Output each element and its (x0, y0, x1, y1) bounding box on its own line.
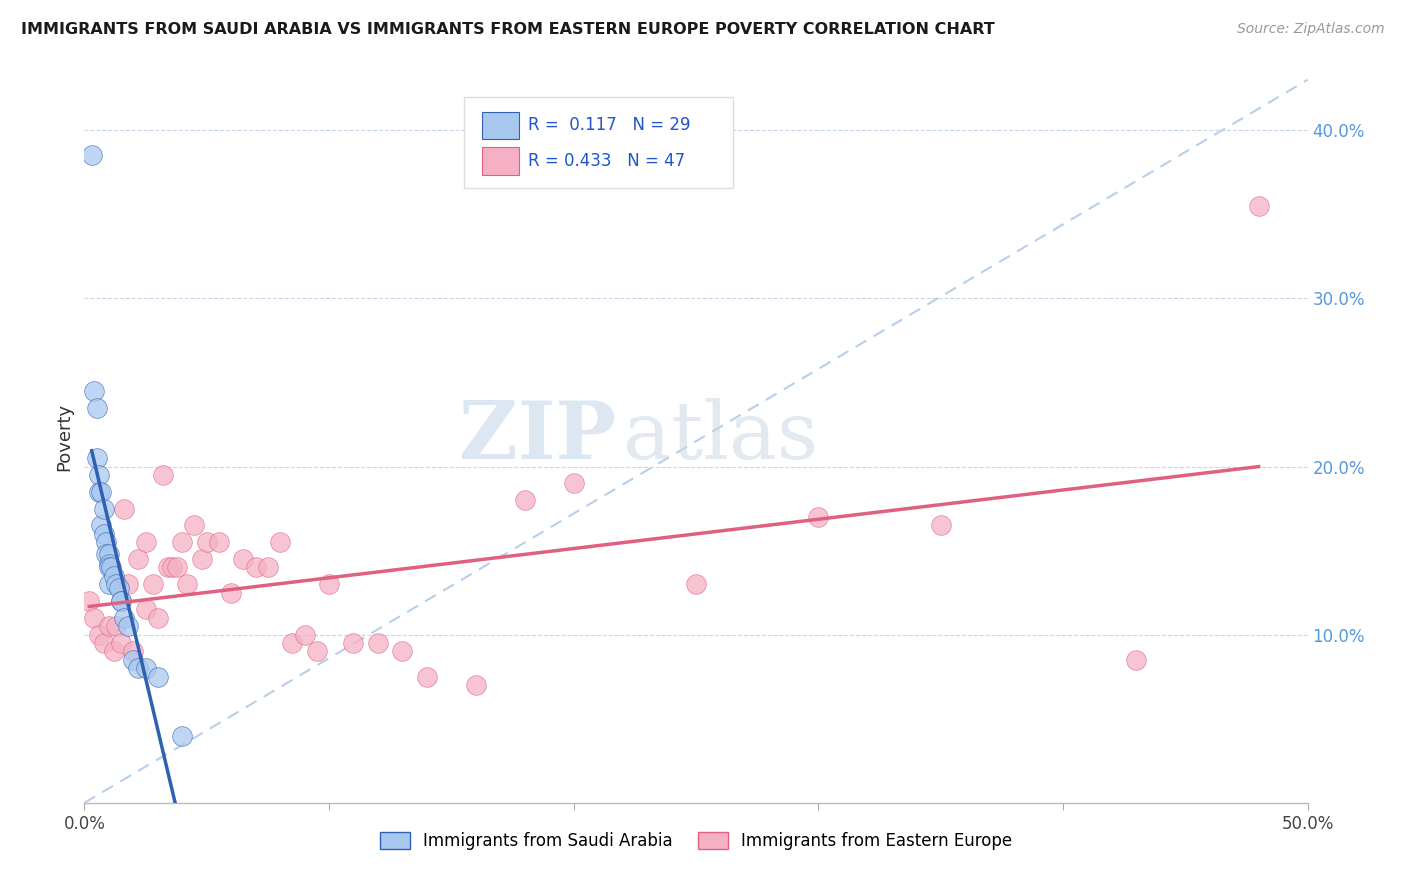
Point (269, 535, 291, 549)
Point (342, 636, 364, 650)
Point (219, 585, 242, 599)
Point (281, 636, 304, 650)
Point (83, 384, 105, 398)
Point (90, 484, 112, 499)
Point (464, 678, 486, 692)
Point (93, 501, 115, 516)
Point (122, 653, 145, 667)
Point (318, 577, 340, 591)
Point (112, 501, 135, 516)
FancyBboxPatch shape (464, 97, 733, 188)
Point (110, 594, 132, 608)
Point (100, 560, 122, 574)
Point (127, 661, 149, 675)
Point (1247, 199, 1270, 213)
Point (77, 594, 100, 608)
Point (232, 552, 254, 566)
Point (117, 577, 139, 591)
Point (96, 547, 118, 561)
Text: R = 0.433   N = 47: R = 0.433 N = 47 (529, 153, 686, 170)
Point (105, 577, 128, 591)
Text: IMMIGRANTS FROM SAUDI ARABIA VS IMMIGRANTS FROM EASTERN EUROPE POVERTY CORRELATI: IMMIGRANTS FROM SAUDI ARABIA VS IMMIGRAN… (21, 22, 995, 37)
Point (176, 577, 198, 591)
Point (83, 611, 105, 625)
Point (172, 729, 194, 743)
Point (195, 535, 218, 549)
Point (152, 467, 174, 482)
Point (127, 552, 149, 566)
Point (117, 619, 139, 633)
Point (245, 560, 267, 574)
Point (112, 611, 135, 625)
Point (142, 577, 165, 591)
Point (90, 518, 112, 533)
Point (103, 569, 125, 583)
Point (208, 535, 231, 549)
Point (110, 636, 132, 650)
Point (86, 401, 108, 415)
Point (172, 535, 194, 549)
Point (97, 560, 120, 574)
Point (80, 148, 103, 162)
Point (1125, 653, 1147, 667)
Point (93, 636, 115, 650)
Point (156, 560, 179, 574)
Point (87, 467, 110, 482)
Point (87, 627, 110, 641)
Point (107, 581, 129, 595)
Point (103, 644, 125, 658)
Point (135, 535, 157, 549)
Point (562, 476, 585, 491)
Point (294, 627, 316, 641)
Point (146, 670, 169, 684)
Point (97, 557, 120, 571)
FancyBboxPatch shape (482, 147, 519, 175)
Point (87, 484, 110, 499)
Point (96, 535, 118, 549)
Point (367, 636, 389, 650)
Point (146, 611, 169, 625)
Text: ZIP: ZIP (460, 398, 616, 476)
Text: atlas: atlas (623, 398, 818, 476)
Point (513, 493, 536, 508)
Point (162, 560, 184, 574)
Legend: Immigrants from Saudi Arabia, Immigrants from Eastern Europe: Immigrants from Saudi Arabia, Immigrants… (373, 825, 1019, 856)
Point (929, 518, 952, 533)
Point (97, 547, 120, 561)
Point (257, 560, 280, 574)
Point (105, 619, 128, 633)
Point (135, 661, 157, 675)
Point (97, 577, 120, 591)
Y-axis label: Poverty: Poverty (55, 403, 73, 471)
Text: R =  0.117   N = 29: R = 0.117 N = 29 (529, 117, 690, 135)
Point (93, 526, 115, 541)
Point (391, 644, 413, 658)
Point (191, 552, 214, 566)
Point (86, 451, 108, 466)
Point (183, 518, 205, 533)
Point (685, 577, 707, 591)
Point (97, 619, 120, 633)
Point (122, 644, 145, 658)
Point (166, 560, 188, 574)
FancyBboxPatch shape (482, 112, 519, 139)
Text: Source: ZipAtlas.com: Source: ZipAtlas.com (1237, 22, 1385, 37)
Point (807, 510, 830, 524)
Point (416, 670, 439, 684)
Point (110, 594, 132, 608)
Point (135, 602, 157, 616)
Point (305, 644, 328, 658)
